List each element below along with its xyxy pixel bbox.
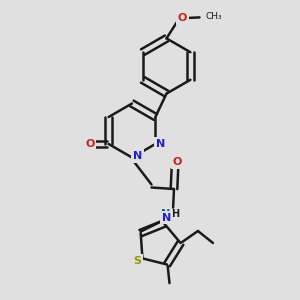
Text: N: N	[156, 139, 165, 149]
Text: O: O	[172, 157, 182, 167]
Text: N: N	[162, 212, 171, 223]
Text: N: N	[133, 151, 142, 161]
Text: O: O	[178, 13, 187, 23]
Text: S: S	[133, 256, 141, 266]
Text: O: O	[85, 139, 94, 149]
Text: N: N	[161, 208, 170, 219]
Text: CH₃: CH₃	[206, 12, 222, 21]
Text: H: H	[171, 209, 180, 219]
